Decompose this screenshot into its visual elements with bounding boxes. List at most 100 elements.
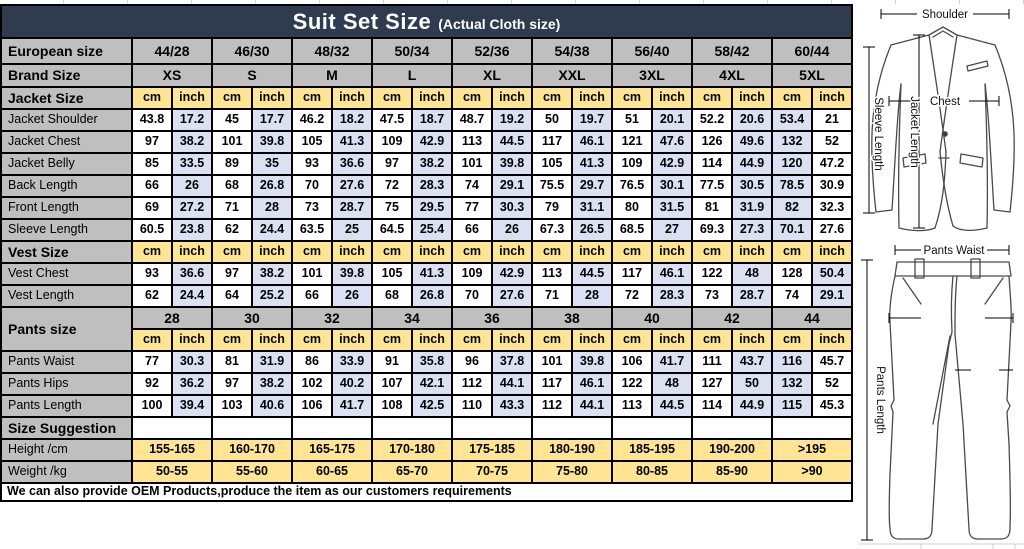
suggestion-value: 160-170	[211, 438, 293, 462]
cm-value: 112	[451, 372, 493, 396]
unit-cm-header: cm	[131, 240, 173, 264]
unit-cm-header: cm	[771, 328, 813, 352]
inch-value: 26	[331, 284, 373, 308]
cm-value: 86	[291, 350, 333, 374]
cm-value: 77.5	[691, 174, 733, 198]
inch-value: 35	[251, 152, 293, 176]
unit-inch-header: inch	[731, 328, 773, 352]
cm-value: 97	[131, 130, 173, 154]
title-row: Suit Set Size (Actual Cloth size)	[0, 4, 853, 39]
inch-value: 42.1	[411, 372, 453, 396]
cm-value: 45	[211, 108, 253, 132]
inch-value: 42.9	[651, 152, 693, 176]
inch-value: 27.6	[491, 284, 533, 308]
unit-cm-header: cm	[771, 240, 813, 264]
size-table-body: Suit Set Size (Actual Cloth size) European…	[0, 4, 853, 502]
cm-value: 101	[291, 262, 333, 286]
jacket-sketch	[871, 26, 1015, 232]
inch-value: 44.5	[491, 130, 533, 154]
cm-value: 77	[451, 196, 493, 220]
cm-value: 100	[131, 394, 173, 418]
cm-value: 91	[371, 350, 413, 374]
data-row: Jacket Chest 97 38.2 101 39.8 105 41.3 109 42.9 1…	[0, 130, 853, 154]
empty-cell	[291, 416, 373, 440]
section-label: Vest Size	[0, 240, 133, 264]
cm-value: 60.5	[131, 218, 173, 242]
unit-inch-header: inch	[411, 86, 453, 110]
inch-value: 33.5	[171, 152, 213, 176]
cm-value: 97	[211, 372, 253, 396]
data-row: Pants Length 100 39.4 103 40.6 106 41.7 108 42.5…	[0, 394, 853, 418]
suggestion-value: 175-185	[451, 438, 533, 462]
cm-value: 64.5	[371, 218, 413, 242]
cm-value: 117	[611, 262, 653, 286]
cm-value: 117	[531, 372, 573, 396]
cm-value: 92	[131, 372, 173, 396]
inch-value: 48	[731, 262, 773, 286]
cm-value: 76.5	[611, 174, 653, 198]
unit-cm-header: cm	[691, 86, 733, 110]
inch-value: 28	[251, 196, 293, 220]
cm-value: 64	[211, 284, 253, 308]
section-label: Pants size	[0, 306, 133, 352]
european-size-value: 60/44	[771, 37, 853, 65]
cm-value: 101	[451, 152, 493, 176]
unit-inch-header: inch	[491, 240, 533, 264]
inch-value: 50	[731, 372, 773, 396]
inch-value: 26.8	[251, 174, 293, 198]
empty-cell	[371, 416, 453, 440]
measurement-diagram-panel: Shoulder Chest Jacket Length Sleeve Leng…	[859, 4, 1024, 549]
inch-value: 52	[811, 372, 853, 396]
cm-value: 107	[371, 372, 413, 396]
inch-value: 20.1	[651, 108, 693, 132]
row-label: Sleeve Length	[0, 218, 133, 242]
inch-value: 18.7	[411, 108, 453, 132]
unit-cm-header: cm	[211, 328, 253, 352]
empty-cell	[691, 416, 773, 440]
data-row: Jacket Shoulder 43.8 17.2 45 17.7 46.2 18.2 47.…	[0, 108, 853, 132]
brand-size-value: XL	[451, 63, 533, 88]
unit-cm-header: cm	[211, 86, 253, 110]
inch-value: 38.2	[411, 152, 453, 176]
unit-inch-header: inch	[731, 86, 773, 110]
inch-value: 26	[171, 174, 213, 198]
cm-value: 105	[531, 152, 573, 176]
suggestion-value: 170-180	[371, 438, 453, 462]
cm-value: 67.3	[531, 218, 573, 242]
unit-inch-header: inch	[491, 86, 533, 110]
cm-value: 102	[291, 372, 333, 396]
pants-size-value: 30	[211, 306, 293, 330]
inch-value: 42.9	[491, 262, 533, 286]
cm-value: 109	[371, 130, 413, 154]
pants-size-value: 38	[531, 306, 613, 330]
cm-value: 81	[211, 350, 253, 374]
inch-value: 43.7	[731, 350, 773, 374]
inch-value: 36.6	[171, 262, 213, 286]
cm-value: 79	[531, 196, 573, 220]
cm-value: 71	[211, 196, 253, 220]
unit-cm-header: cm	[691, 240, 733, 264]
empty-cell	[131, 416, 213, 440]
suggestion-value: 65-70	[371, 460, 453, 484]
cm-value: 68.5	[611, 218, 653, 242]
shoulder-label: Shoulder	[922, 9, 968, 21]
cm-value: 70	[451, 284, 493, 308]
unit-inch-header: inch	[571, 328, 613, 352]
size-suggestion-row: Size Suggestion	[0, 416, 853, 440]
unit-cm-header: cm	[531, 86, 573, 110]
oem-note: We can also provide OEM Products,produce…	[0, 482, 853, 502]
cm-value: 105	[371, 262, 413, 286]
cm-value: 110	[451, 394, 493, 418]
row-label: Pants Length	[0, 394, 133, 418]
cm-value: 113	[451, 130, 493, 154]
pants-size-value: 42	[691, 306, 773, 330]
inch-value: 35.8	[411, 350, 453, 374]
cm-value: 106	[611, 350, 653, 374]
unit-cm-header: cm	[531, 328, 573, 352]
cm-value: 108	[371, 394, 413, 418]
unit-inch-header: inch	[811, 240, 853, 264]
cm-value: 68	[371, 284, 413, 308]
suggestion-value: 70-75	[451, 460, 533, 484]
size-suggestion-label: Size Suggestion	[0, 416, 133, 440]
cm-value: 122	[691, 262, 733, 286]
